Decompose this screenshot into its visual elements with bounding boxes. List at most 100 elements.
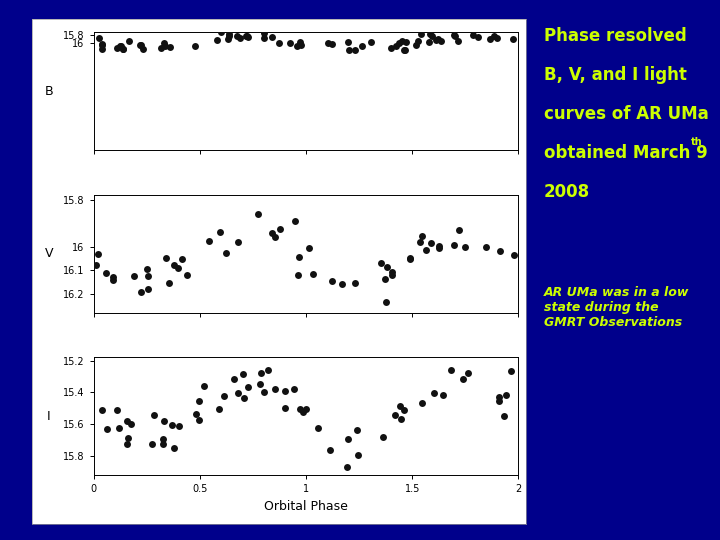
Point <box>223 31 235 40</box>
Point <box>428 388 440 397</box>
Point <box>284 39 296 48</box>
Point <box>356 42 368 50</box>
Point <box>420 246 431 254</box>
Point <box>436 36 447 45</box>
Point <box>349 45 361 54</box>
Point <box>157 440 168 448</box>
Point <box>143 285 154 293</box>
Point <box>155 44 166 52</box>
Point <box>92 249 104 258</box>
Point <box>294 252 305 261</box>
Point <box>467 30 479 39</box>
Point <box>462 368 474 377</box>
Point <box>410 41 422 50</box>
Point <box>453 226 464 235</box>
Text: curves of AR UMa: curves of AR UMa <box>544 105 708 123</box>
Point <box>448 30 459 39</box>
Point <box>416 399 428 407</box>
Point <box>203 237 215 246</box>
Point <box>432 35 444 43</box>
Point <box>117 44 129 53</box>
Point <box>351 426 363 435</box>
Point <box>266 32 278 41</box>
Point <box>233 388 244 397</box>
Point <box>124 37 135 45</box>
Point <box>289 384 300 393</box>
Point <box>242 382 253 391</box>
Point <box>158 417 170 426</box>
Point <box>297 408 309 416</box>
Point <box>258 34 269 43</box>
Point <box>405 254 416 263</box>
Point <box>341 462 352 471</box>
Point <box>96 45 108 53</box>
Point <box>472 32 484 41</box>
Point <box>213 405 225 414</box>
Point <box>122 416 133 425</box>
Point <box>426 239 437 247</box>
Point <box>94 33 105 42</box>
Point <box>380 298 392 306</box>
Point <box>292 42 303 50</box>
Point <box>390 411 401 420</box>
Point <box>323 38 334 47</box>
Point <box>492 396 504 405</box>
Point <box>160 42 171 51</box>
Point <box>452 37 464 45</box>
Point <box>289 217 300 226</box>
Point <box>163 279 175 287</box>
Point <box>395 415 407 423</box>
Point <box>382 263 393 272</box>
Point <box>279 404 290 413</box>
Point <box>199 382 210 390</box>
Text: obtained March 9: obtained March 9 <box>544 144 707 161</box>
Point <box>343 435 354 443</box>
Point <box>190 409 202 418</box>
Point <box>122 440 133 449</box>
Point <box>336 280 348 288</box>
Point <box>141 265 153 273</box>
Point <box>488 31 500 40</box>
Point <box>148 411 160 420</box>
Point <box>423 37 435 46</box>
Point <box>399 45 410 54</box>
Point <box>158 39 169 48</box>
Point <box>241 32 253 40</box>
Point <box>377 433 388 442</box>
Point <box>118 45 130 54</box>
Point <box>107 275 119 284</box>
Point <box>100 268 112 277</box>
Point <box>168 260 180 269</box>
Point <box>269 385 281 394</box>
Point <box>398 45 410 54</box>
Point <box>445 366 456 375</box>
Point <box>220 248 232 257</box>
Point <box>343 45 355 54</box>
Point <box>240 32 251 40</box>
Text: 2008: 2008 <box>544 183 590 200</box>
Point <box>218 392 230 400</box>
Point <box>449 32 461 40</box>
Point <box>326 276 338 285</box>
Point <box>300 404 312 413</box>
Point <box>232 237 243 246</box>
Point <box>181 271 193 279</box>
Point <box>279 386 291 395</box>
Point <box>125 420 137 428</box>
Point <box>215 228 226 237</box>
Point <box>258 387 270 396</box>
Point <box>258 29 270 38</box>
Point <box>399 405 410 414</box>
Point <box>294 404 306 413</box>
Point <box>135 41 147 50</box>
Point <box>484 35 495 44</box>
Point <box>243 33 254 42</box>
Point <box>222 35 234 44</box>
Point <box>115 42 127 50</box>
Point <box>234 34 246 43</box>
Point <box>164 43 176 52</box>
Point <box>292 271 304 280</box>
Point <box>493 393 505 401</box>
Point <box>426 31 438 40</box>
Point <box>229 375 240 383</box>
